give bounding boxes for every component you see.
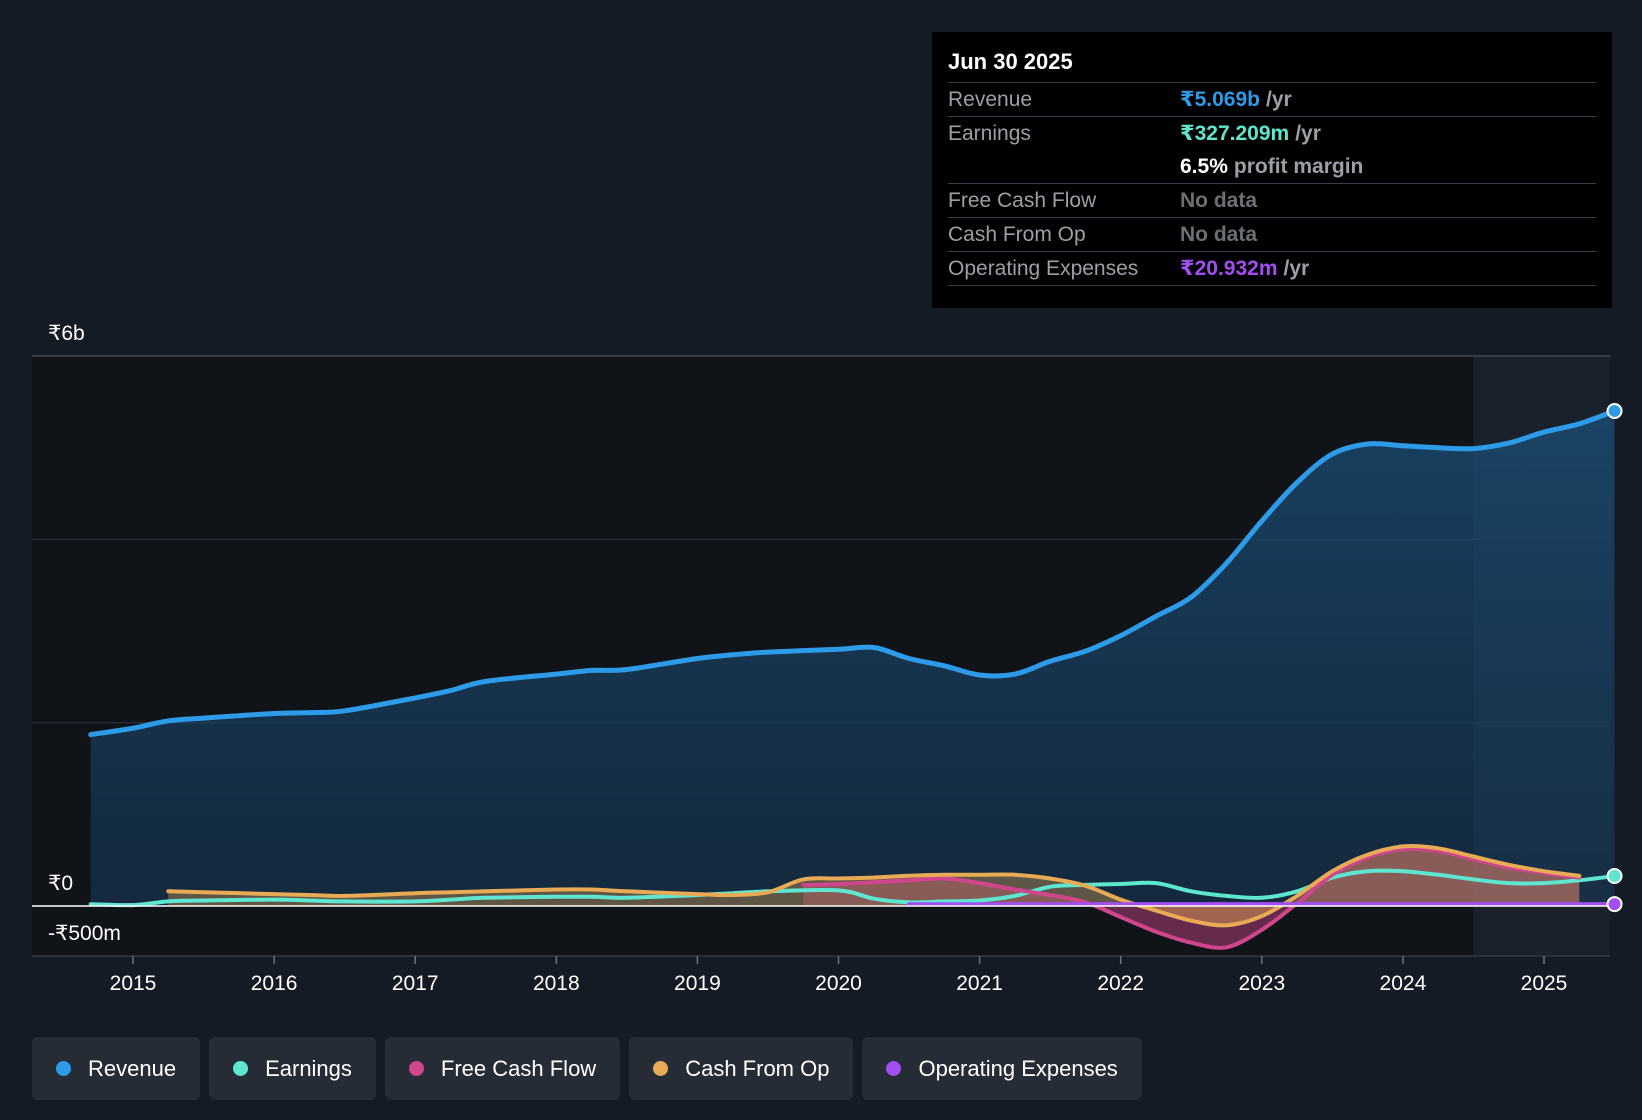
revenue-area <box>90 411 1615 906</box>
fcf-area-negative <box>803 906 1580 948</box>
tooltip-fcf-value: No data <box>1180 188 1258 212</box>
tooltip-label: Cash From Op <box>948 222 1086 246</box>
tooltip-cfo-value: No data <box>1180 222 1258 246</box>
y-axis-label-top: ₹6b <box>48 322 85 345</box>
cfo-area-negative <box>168 906 1580 926</box>
legend: Revenue Earnings Free Cash Flow Cash Fro… <box>32 1037 1142 1100</box>
legend-item-earnings[interactable]: Earnings <box>209 1037 376 1100</box>
earnings-line <box>88 868 1617 908</box>
legend-label: Cash From Op <box>685 1055 830 1081</box>
tooltip-unit: /yr <box>1295 121 1321 145</box>
x-tick-label: 2025 <box>1521 972 1568 995</box>
x-tick-label: 2015 <box>110 972 157 995</box>
legend-dot-icon <box>56 1061 71 1076</box>
legend-label: Free Cash Flow <box>440 1055 597 1081</box>
x-tick-label: 2020 <box>815 972 862 995</box>
legend-item-fcf[interactable]: Free Cash Flow <box>384 1037 621 1100</box>
x-tick-label: 2018 <box>533 972 580 995</box>
legend-label: Operating Expenses <box>918 1055 1118 1081</box>
tooltip-earnings-value: ₹327.209m <box>1180 122 1290 145</box>
legend-dot-icon <box>233 1061 249 1076</box>
legend-label: Earnings <box>265 1055 352 1081</box>
cfo-line <box>166 843 1582 928</box>
revenue-line <box>88 408 1617 738</box>
legend-dot-icon <box>653 1061 669 1076</box>
x-tick-label: 2016 <box>251 972 298 995</box>
tooltip-row-fcf: Free Cash Flow No data <box>948 183 1596 217</box>
x-tick-label: 2017 <box>392 972 439 995</box>
tooltip-opex-value: ₹20.932m <box>1180 257 1278 280</box>
y-axis-label-zero: ₹0 <box>48 872 73 895</box>
tooltip-row-opex: Operating Expenses ₹20.932m /yr <box>948 251 1596 286</box>
tooltip-revenue-value: ₹5.069b <box>1180 88 1260 111</box>
tooltip-label: Operating Expenses <box>948 256 1139 280</box>
tooltip-date: Jun 30 2025 <box>948 49 1073 74</box>
x-tick-label: 2019 <box>674 972 721 995</box>
legend-item-cfo[interactable]: Cash From Op <box>629 1037 854 1100</box>
tooltip-unit: /yr <box>1283 256 1310 280</box>
tooltip-row-cfo: Cash From Op No data <box>948 217 1596 251</box>
fcf-line <box>801 846 1582 950</box>
tooltip-label: Revenue <box>948 87 1033 111</box>
tooltip-row-revenue: Revenue ₹5.069b /yr <box>948 82 1596 116</box>
chart-area: ₹6b ₹0 -₹500m 2015 2016 2017 2018 2019 2020 2021 2… <box>32 322 1623 995</box>
legend-label: Revenue <box>88 1055 177 1081</box>
tooltip-panel: Jun 30 2025 Revenue ₹5.069b /yr Earnings… <box>932 32 1612 308</box>
legend-dot-icon <box>408 1061 424 1076</box>
revenue-end-marker <box>1606 403 1623 419</box>
x-tick-label: 2021 <box>956 972 1003 995</box>
x-tick-label: 2024 <box>1380 972 1427 995</box>
x-tick-label: 2023 <box>1238 972 1285 995</box>
y-axis-label-bottom: -₹500m <box>48 922 121 945</box>
legend-item-opex[interactable]: Operating Expenses <box>862 1037 1142 1100</box>
tooltip-margin-value: 6.5% <box>1180 154 1228 178</box>
tooltip-unit: profit margin <box>1233 154 1364 178</box>
legend-item-revenue[interactable]: Revenue <box>32 1037 201 1100</box>
fcf-area-positive <box>803 848 1580 906</box>
tooltip-label: Free Cash Flow <box>948 188 1097 212</box>
earnings-end-marker <box>1606 868 1623 885</box>
tooltip-unit: /yr <box>1266 87 1292 111</box>
legend-dot-icon <box>886 1061 902 1076</box>
tooltip-row-margin: 6.5% profit margin <box>948 150 1596 183</box>
opex-end-marker <box>1606 896 1623 913</box>
x-tick-label: 2022 <box>1097 972 1144 995</box>
tooltip-label: Earnings <box>948 121 1031 145</box>
tooltip-row-earnings: Earnings ₹327.209m /yr <box>948 116 1596 150</box>
